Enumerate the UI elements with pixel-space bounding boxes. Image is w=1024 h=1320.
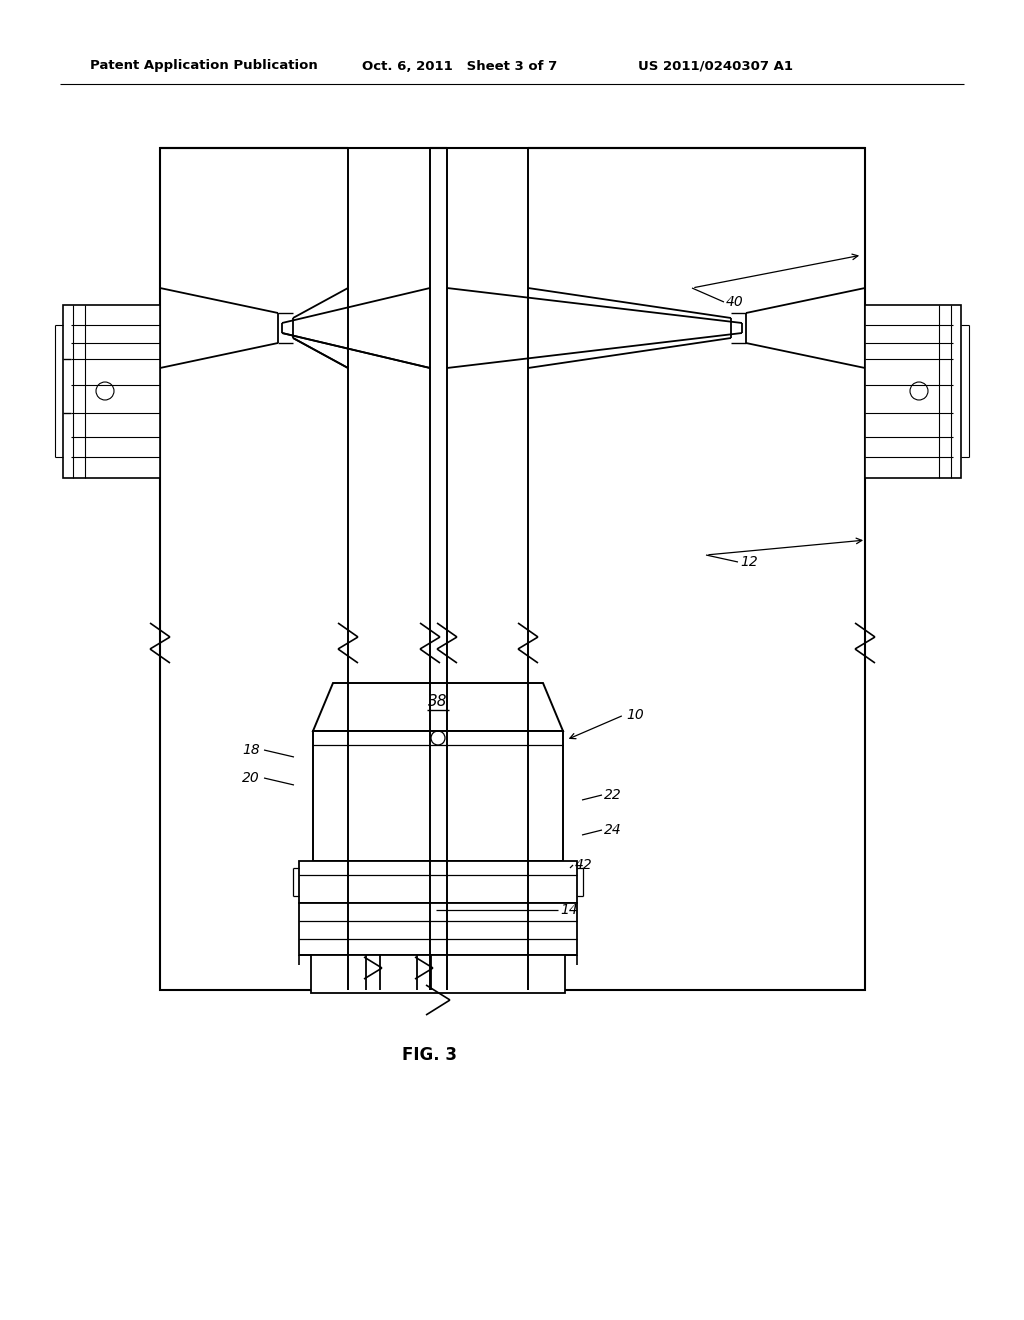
Bar [63, 305, 160, 478]
Text: 38: 38 [428, 694, 447, 710]
Text: 24: 24 [604, 822, 622, 837]
Text: US 2011/0240307 A1: US 2011/0240307 A1 [638, 59, 793, 73]
Text: 40: 40 [726, 294, 743, 309]
Text: 12: 12 [740, 554, 758, 569]
Bar [299, 861, 577, 903]
Text: 10: 10 [626, 708, 644, 722]
Bar [299, 903, 577, 954]
Bar [865, 305, 961, 478]
Text: FIG. 3: FIG. 3 [402, 1045, 458, 1064]
Text: Oct. 6, 2011   Sheet 3 of 7: Oct. 6, 2011 Sheet 3 of 7 [362, 59, 557, 73]
Text: Patent Application Publication: Patent Application Publication [90, 59, 317, 73]
Bar [313, 731, 563, 861]
Text: 18: 18 [242, 743, 260, 756]
Text: 42: 42 [575, 858, 593, 873]
Bar [160, 148, 865, 990]
Text: 14: 14 [560, 903, 578, 917]
Text: 20: 20 [242, 771, 260, 785]
Text: 22: 22 [604, 788, 622, 803]
Bar [311, 954, 565, 993]
Polygon shape [313, 682, 563, 731]
